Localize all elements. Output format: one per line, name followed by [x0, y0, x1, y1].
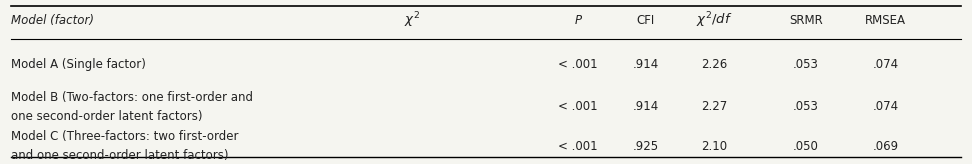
Text: .914: .914 — [633, 58, 659, 71]
Text: RMSEA: RMSEA — [865, 14, 906, 27]
Text: and one second-order latent factors): and one second-order latent factors) — [11, 149, 228, 162]
Text: .053: .053 — [793, 58, 818, 71]
Text: 2.27: 2.27 — [701, 100, 727, 113]
Text: .914: .914 — [633, 100, 659, 113]
Text: < .001: < .001 — [558, 58, 598, 71]
Text: Model C (Three-factors: two first-order: Model C (Three-factors: two first-order — [11, 130, 238, 143]
Text: .050: .050 — [793, 140, 818, 153]
Text: .069: .069 — [872, 140, 898, 153]
Text: 2.10: 2.10 — [701, 140, 727, 153]
Text: < .001: < .001 — [558, 140, 598, 153]
Text: one second-order latent factors): one second-order latent factors) — [11, 110, 202, 123]
Text: Model A (Single factor): Model A (Single factor) — [11, 58, 146, 71]
Text: Model (factor): Model (factor) — [11, 14, 94, 27]
Text: CFI: CFI — [637, 14, 655, 27]
Text: Model B (Two-factors: one first-order and: Model B (Two-factors: one first-order an… — [11, 91, 253, 104]
Text: 2.26: 2.26 — [701, 58, 727, 71]
Text: $\chi^2$: $\chi^2$ — [403, 10, 420, 30]
Text: P: P — [574, 14, 581, 27]
Text: .925: .925 — [633, 140, 659, 153]
Text: .074: .074 — [872, 100, 898, 113]
Text: $\chi^2/df$: $\chi^2/df$ — [696, 10, 732, 30]
Text: < .001: < .001 — [558, 100, 598, 113]
Text: .074: .074 — [872, 58, 898, 71]
Text: SRMR: SRMR — [789, 14, 822, 27]
Text: .053: .053 — [793, 100, 818, 113]
